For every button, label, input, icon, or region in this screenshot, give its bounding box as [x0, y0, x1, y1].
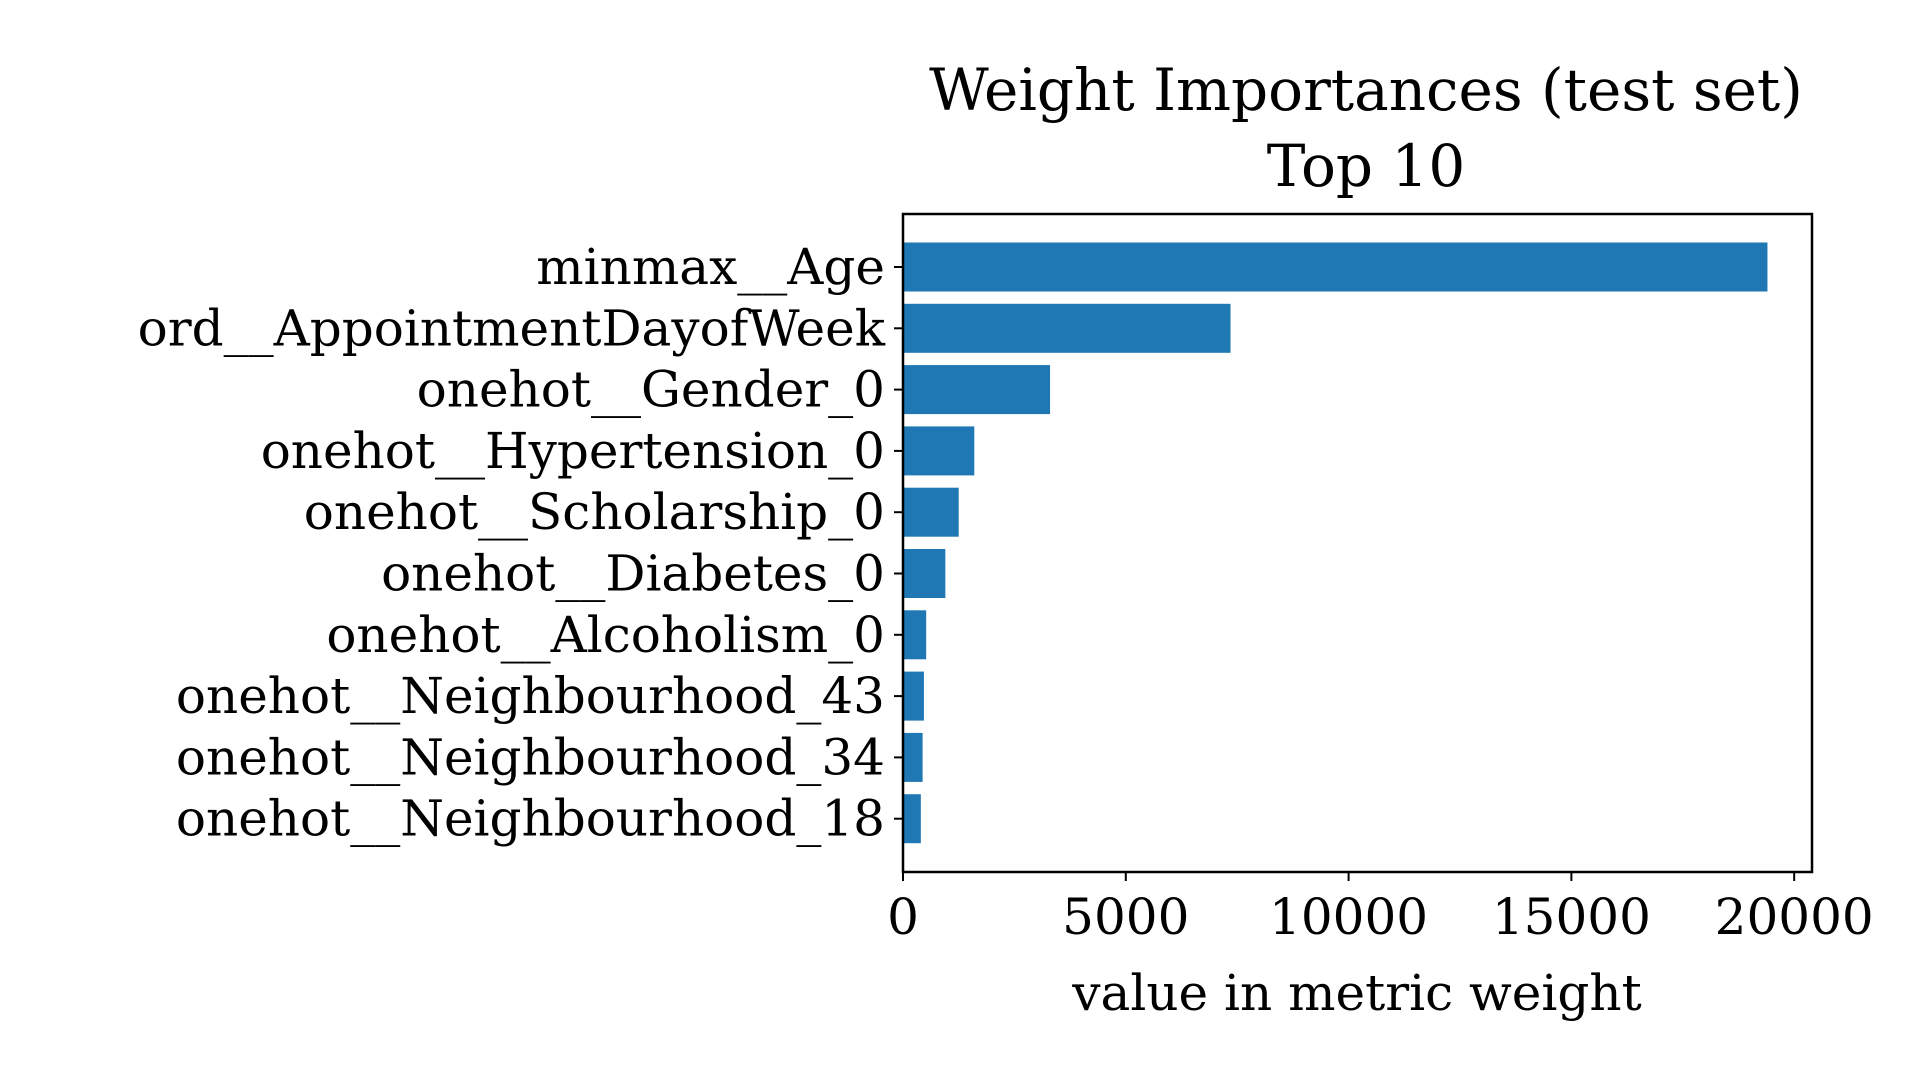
y-axis-ticks: minmax__Ageord__AppointmentDayofWeekoneh…: [138, 238, 903, 848]
bar-onehot__Alcoholism_0: [903, 610, 927, 660]
x-tick-label: 10000: [1269, 888, 1428, 946]
bar-onehot__Diabetes_0: [903, 549, 946, 598]
y-tick-label: onehot__Hypertension_0: [261, 422, 885, 480]
y-tick-label: onehot__Diabetes_0: [381, 545, 885, 603]
bar-minmax__Age: [903, 242, 1768, 292]
y-tick-label: onehot__Alcoholism_0: [326, 606, 885, 664]
y-tick-label: minmax__Age: [536, 238, 885, 296]
x-tick-label: 20000: [1715, 888, 1874, 946]
bar-ord__AppointmentDayofWeek: [903, 303, 1231, 353]
bars-group: [903, 242, 1768, 844]
y-tick-label: onehot__Neighbourhood_43: [176, 667, 885, 725]
bar-onehot__Gender_0: [903, 365, 1051, 415]
x-tick-label: 15000: [1492, 888, 1651, 946]
bar-onehot__Scholarship_0: [903, 487, 959, 537]
bar-onehot__Neighbourhood_34: [903, 732, 923, 782]
x-tick-label: 0: [887, 888, 919, 946]
y-tick-label: onehot__Neighbourhood_34: [176, 728, 885, 786]
bar-onehot__Hypertension_0: [903, 426, 975, 476]
chart-title: Weight Importances (test set): [929, 56, 1803, 124]
y-tick-label: onehot__Neighbourhood_18: [176, 790, 885, 848]
plot-frame: [901, 212, 1814, 874]
y-tick-label: onehot__Scholarship_0: [304, 483, 885, 541]
y-tick-label: ord__AppointmentDayofWeek: [138, 299, 886, 357]
chart-subtitle: Top 10: [1267, 132, 1465, 200]
x-tick-label: 5000: [1062, 888, 1189, 946]
x-axis-label: value in metric weight: [1071, 964, 1641, 1022]
x-axis-ticks: 0 5000 10000 15000 20000: [887, 872, 1874, 946]
bar-onehot__Neighbourhood_18: [903, 794, 921, 844]
y-tick-label: onehot__Gender_0: [417, 361, 885, 419]
bar-onehot__Neighbourhood_43: [903, 671, 924, 721]
